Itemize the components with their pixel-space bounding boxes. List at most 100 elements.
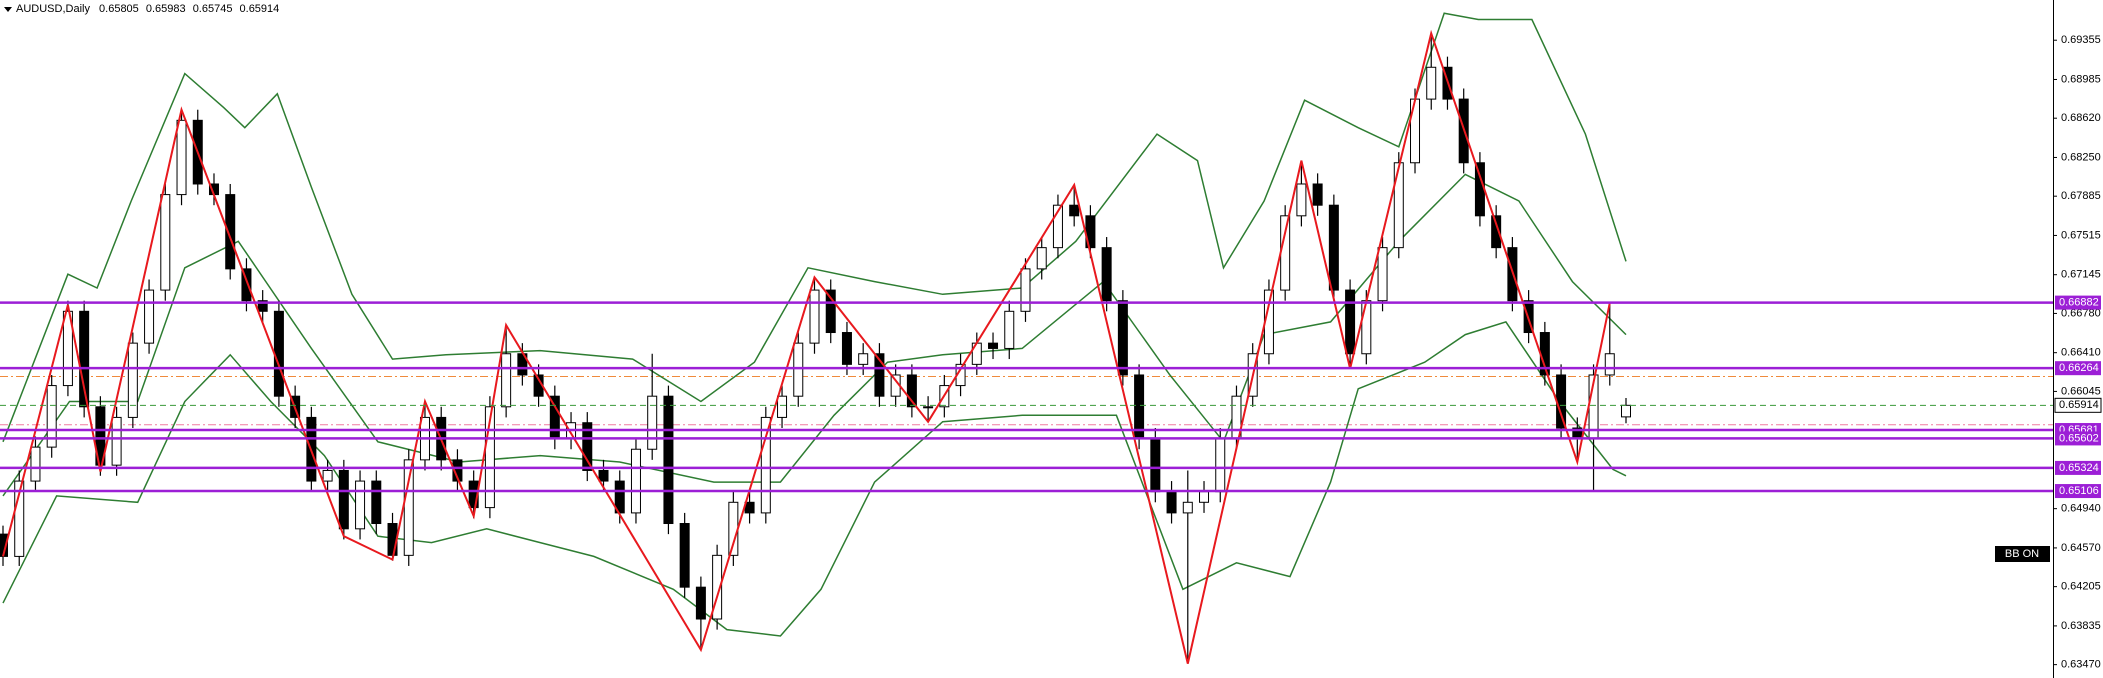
open-value: 0.65805 <box>99 3 139 15</box>
y-tick-label: 0.66410 <box>2061 347 2101 359</box>
candle-body <box>906 374 917 408</box>
candle-body <box>176 119 187 196</box>
candle-body <box>1280 215 1291 291</box>
candle-body <box>1101 247 1112 302</box>
candle-body <box>663 395 674 525</box>
menu-arrow[interactable] <box>4 7 12 12</box>
plot-area <box>0 12 2053 664</box>
candle-body <box>484 406 495 509</box>
candle-body <box>598 469 609 482</box>
candle-body <box>1345 289 1356 355</box>
level-label-bg <box>2055 431 2101 446</box>
candle-body <box>695 586 706 620</box>
candle-body <box>1621 404 1631 418</box>
candle-body <box>322 469 333 482</box>
level-label-bg <box>2055 295 2101 310</box>
candle-body <box>647 395 658 450</box>
candle-body <box>1377 247 1388 302</box>
candle-body <box>1166 491 1177 514</box>
candle-body <box>1491 215 1502 249</box>
candle-body <box>760 416 771 514</box>
candle-body <box>127 342 138 418</box>
candle-body <box>403 459 414 556</box>
candle-body <box>241 268 252 302</box>
level-label-bg <box>2055 361 2101 376</box>
candle-body <box>825 289 836 334</box>
chart-header: AUDUSD,Daily 0.65805 0.65983 0.65745 0.6… <box>16 3 279 15</box>
level-label: 0.66882 <box>2059 297 2099 309</box>
candle-body <box>46 385 57 448</box>
axis-labels: 0.69355 0.68985 0.68620 0.68250 0.67885 0.675… <box>1995 34 2102 671</box>
y-tick-label: 0.67145 <box>2061 269 2101 281</box>
candle-body <box>809 289 820 344</box>
candle-body <box>858 353 869 365</box>
candle-body <box>1004 310 1015 349</box>
candle-body <box>1361 300 1372 355</box>
candle-body <box>30 446 41 482</box>
candle-body <box>257 300 268 312</box>
level-label-bg <box>2055 484 2101 499</box>
candle-body <box>355 480 366 530</box>
y-tick-label: 0.64940 <box>2061 503 2101 515</box>
low-value: 0.65745 <box>193 3 233 15</box>
y-tick-label: 0.66045 <box>2061 385 2101 397</box>
badge-label: BB ON <box>2005 548 2039 560</box>
candle-body <box>1393 162 1404 249</box>
ticker: AUDUSD,Daily <box>16 3 90 15</box>
y-tick-label: 0.66780 <box>2061 307 2101 319</box>
candle-body <box>1117 300 1128 376</box>
candle-body <box>62 310 73 387</box>
candle-body <box>630 448 641 514</box>
bollinger-band <box>2 321 1627 637</box>
candle-body <box>1069 204 1080 217</box>
level-label: 0.65106 <box>2059 485 2099 497</box>
y-tick-label: 0.63470 <box>2061 659 2101 671</box>
candle-body <box>79 310 90 408</box>
candle-body <box>1556 374 1567 429</box>
candle-body <box>793 342 804 397</box>
candle-body <box>874 353 885 397</box>
candle-body <box>988 342 999 349</box>
candle-body <box>160 194 171 291</box>
candle-body <box>1020 268 1031 312</box>
candle-body <box>371 480 382 525</box>
candle-body <box>1410 98 1421 164</box>
candle-body <box>0 533 8 557</box>
y-tick-label: 0.68985 <box>2061 73 2101 85</box>
candle-body <box>1474 162 1485 217</box>
candle-body <box>501 353 512 408</box>
y-tick-label: 0.69355 <box>2061 34 2101 46</box>
y-tick-label: 0.67515 <box>2061 229 2101 241</box>
level-label: 0.65602 <box>2059 432 2099 444</box>
candle-body <box>1426 66 1437 100</box>
candle-body <box>1052 204 1063 249</box>
high-value: 0.65983 <box>146 3 186 15</box>
candle-body <box>1312 183 1323 206</box>
candle-body <box>712 554 723 620</box>
candle-body <box>1199 491 1210 503</box>
candle-body <box>1604 353 1615 376</box>
candle-body <box>679 523 690 588</box>
y-tick-label: 0.64205 <box>2061 581 2101 593</box>
level-label: 0.66264 <box>2059 362 2099 374</box>
candle-body <box>1296 183 1307 217</box>
candle-body <box>1036 247 1047 270</box>
candle-body <box>1328 204 1339 291</box>
y-tick-label: 0.64570 <box>2061 542 2101 554</box>
candle-body <box>338 469 349 530</box>
candle-body <box>841 332 852 365</box>
candle-body <box>1150 438 1161 493</box>
candle-body <box>728 501 739 556</box>
y-tick-label: 0.68250 <box>2061 151 2101 163</box>
level-label-bg <box>2055 460 2101 475</box>
candle-body <box>923 406 934 409</box>
y-tick-label: 0.67885 <box>2061 190 2101 202</box>
current-price-bg <box>2054 397 2102 413</box>
level-label: 0.65324 <box>2059 462 2099 474</box>
candle-body <box>144 289 155 344</box>
current-price-label: 0.65914 <box>2059 399 2099 411</box>
candle-body <box>582 422 593 471</box>
candle-body <box>225 194 236 270</box>
candle-body <box>1182 501 1193 514</box>
